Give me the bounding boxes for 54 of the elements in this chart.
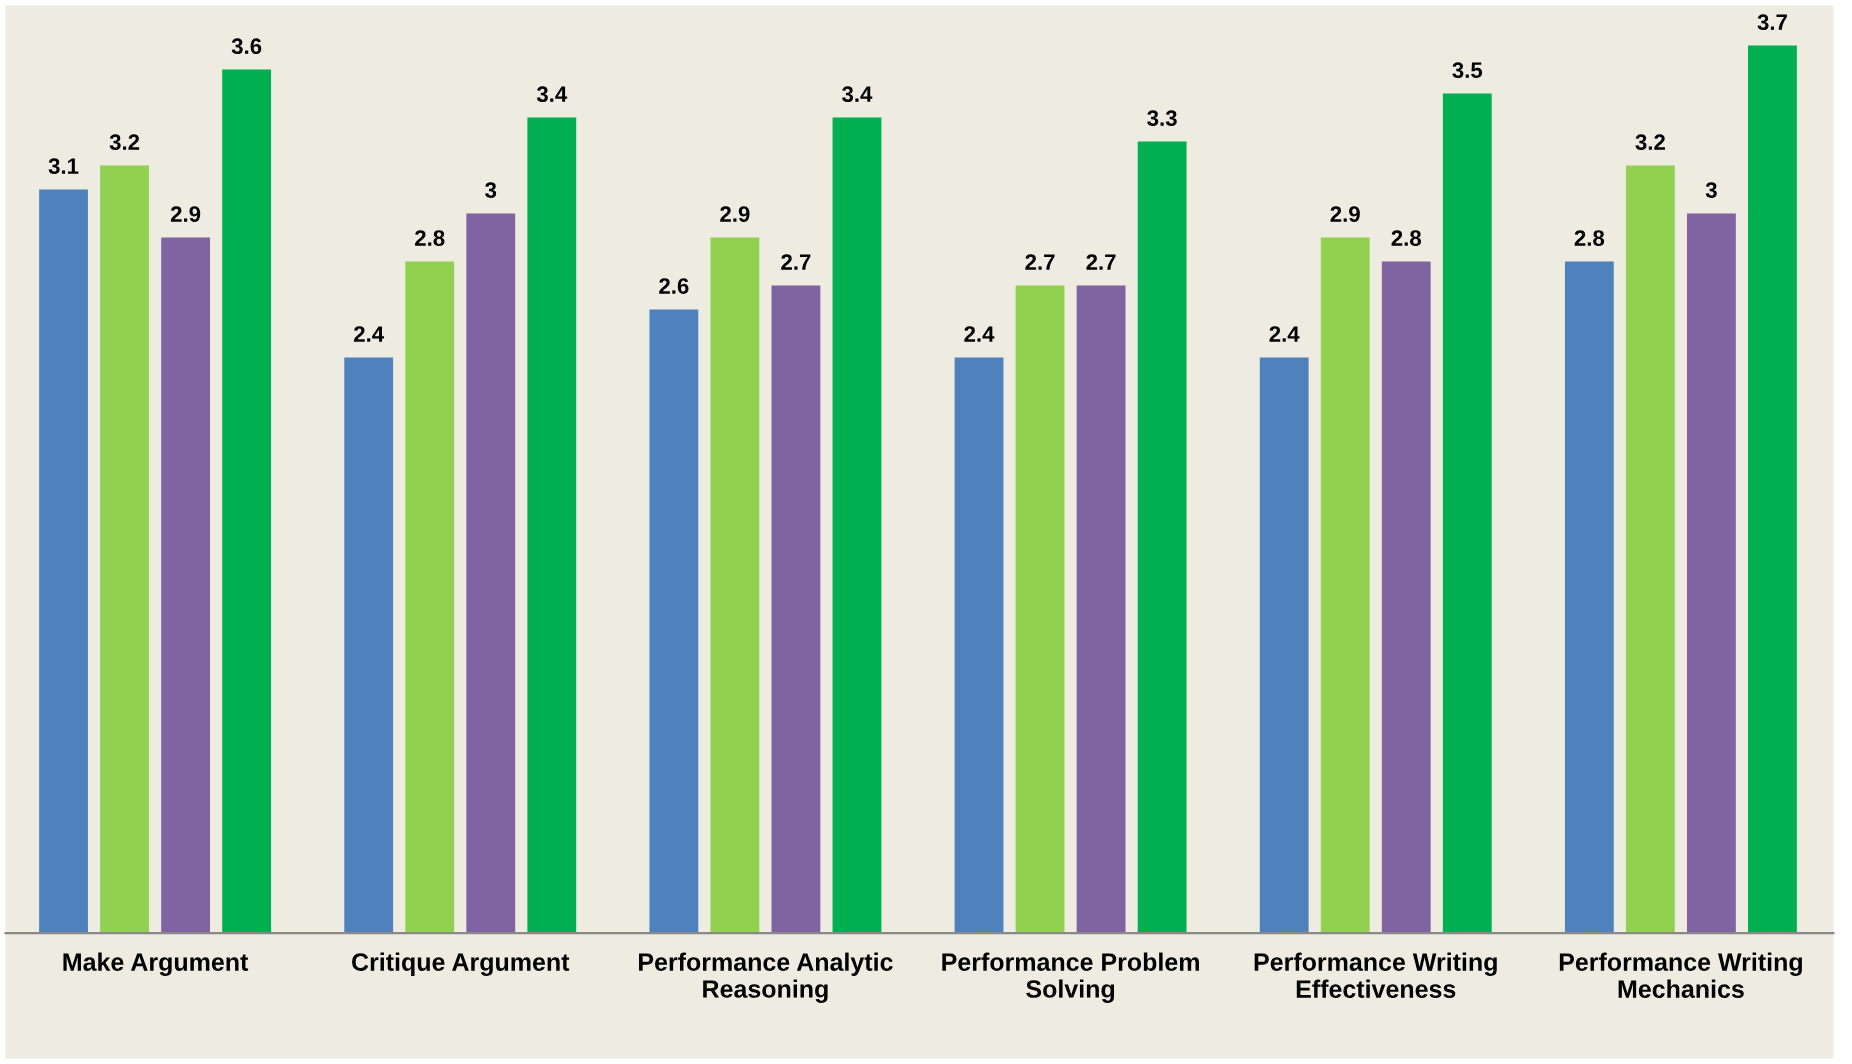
x-tick-label: Performance Writing Effectiveness [1254, 952, 1497, 998]
data-label: 3.1 [48, 158, 79, 175]
bar [344, 357, 394, 934]
data-label: 2.7 [781, 254, 811, 270]
bar [527, 117, 577, 934]
data-label: 2.4 [964, 326, 995, 342]
bar [1687, 213, 1736, 934]
bar [1015, 285, 1065, 934]
bar [1442, 93, 1492, 934]
data-label: 2.9 [720, 206, 750, 222]
x-tick-label: Critique Argument [352, 952, 570, 976]
data-label: 3.6 [231, 38, 262, 55]
bar [954, 357, 1004, 934]
bar [1137, 141, 1187, 934]
data-label: 3.3 [1147, 110, 1177, 127]
x-tick-label: Performance Writing Mechanics [1559, 952, 1802, 998]
data-label: 2.8 [1391, 230, 1422, 246]
x-tick-label: Performance Problem Solving [942, 952, 1199, 1003]
data-label: 3.4 [842, 86, 873, 103]
bar [39, 189, 88, 934]
bar [710, 237, 760, 934]
data-label: 3.2 [109, 134, 140, 151]
bar [832, 117, 882, 934]
data-label: 3.5 [1452, 62, 1483, 79]
bar [466, 213, 516, 934]
x-tick-label: Make Argument [63, 952, 249, 976]
data-label: 2.9 [1330, 206, 1360, 222]
bar [1564, 261, 1614, 934]
data-label: 2.7 [1086, 254, 1116, 270]
x-tick-label: Performance Analytic Reasoning [639, 952, 893, 1003]
bar [771, 285, 821, 934]
bar [1076, 285, 1126, 934]
data-label: 2.4 [1269, 326, 1300, 342]
bar [405, 261, 455, 934]
bar [222, 69, 272, 934]
data-label: 3 [485, 182, 497, 198]
data-label: 3.2 [1635, 134, 1665, 151]
data-label: 2.7 [1025, 254, 1055, 270]
bar [1381, 261, 1431, 934]
bar [1320, 237, 1370, 934]
bar [1748, 45, 1797, 934]
bar [161, 237, 211, 934]
bar [1625, 165, 1675, 934]
data-label: 2.4 [354, 326, 385, 342]
data-label: 3.7 [1757, 14, 1787, 31]
bar [1259, 357, 1309, 934]
data-label: 2.9 [170, 206, 201, 222]
bar [649, 309, 699, 934]
data-label: 2.8 [1574, 230, 1605, 246]
data-label: 2.8 [415, 230, 445, 246]
data-label: 3 [1705, 182, 1717, 198]
bar [100, 165, 149, 934]
data-label: 2.6 [659, 278, 689, 294]
data-label: 3.4 [536, 86, 568, 103]
